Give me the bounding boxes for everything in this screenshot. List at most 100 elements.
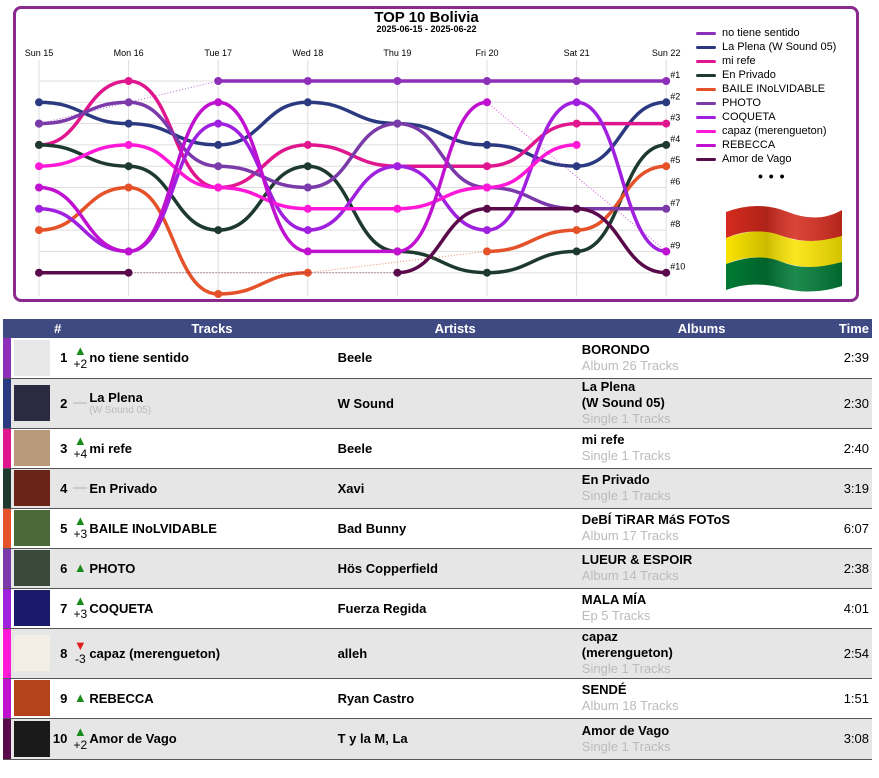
- table-row[interactable]: 5 ▲ +3 BAILE INoLVIDABLE Bad Bunny DeBÍ TiRAR…: [3, 508, 872, 549]
- album-cover[interactable]: [13, 635, 50, 671]
- album-title[interactable]: LUEUR & ESPOIR: [581, 552, 693, 567]
- track-title[interactable]: BAILE INoLVIDABLE: [89, 520, 217, 536]
- series-point: [214, 290, 223, 298]
- album-title[interactable]: En Privado: [581, 472, 650, 487]
- album-cover[interactable]: [13, 680, 50, 716]
- artist-name[interactable]: W Sound: [337, 378, 582, 429]
- series-point: [572, 98, 581, 107]
- artist-name[interactable]: alleh: [337, 628, 582, 679]
- track-title[interactable]: REBECCA: [89, 690, 154, 706]
- track-title[interactable]: En Privado: [89, 480, 158, 496]
- track-title[interactable]: Amor de Vago: [89, 731, 177, 746]
- artist-name[interactable]: Beele: [337, 428, 582, 469]
- album-title[interactable]: BORONDO: [581, 341, 650, 357]
- rank-delta: -3: [75, 652, 86, 666]
- legend-item[interactable]: PHOTO: [696, 96, 836, 110]
- album-cover[interactable]: [13, 720, 50, 757]
- chart-legend: no tiene sentido La Plena (W Sound 05) mi …: [696, 26, 836, 184]
- series-point: [214, 226, 223, 235]
- rank-change: ▼ -3: [71, 628, 90, 679]
- series-point: [35, 140, 43, 149]
- series-point: [214, 140, 223, 149]
- legend-label: La Plena (W Sound 05): [722, 41, 837, 53]
- artist-name[interactable]: Beele: [337, 338, 582, 379]
- table-row[interactable]: 10 ▲ +2 Amor de Vago T y la M, La Amor de Vag…: [3, 718, 872, 760]
- album-cover[interactable]: [13, 550, 50, 586]
- legend-item[interactable]: BAILE INoLVIDABLE: [696, 82, 836, 96]
- header-albums[interactable]: Albums: [677, 321, 726, 336]
- table-row[interactable]: 7 ▲ +3 COQUETA Fuerza Regida MALA MÍA Ep 5 Tra…: [3, 588, 872, 629]
- rank-tick-label: #6: [670, 177, 680, 187]
- legend-item[interactable]: La Plena (W Sound 05): [696, 40, 836, 54]
- album-cover[interactable]: [13, 339, 50, 376]
- x-tick-label: Sat 21: [564, 48, 590, 58]
- artist-name[interactable]: Bad Bunny: [337, 508, 582, 549]
- table-row[interactable]: 4 En Privado Xavi En Privado Single 1 Tracks…: [3, 468, 872, 509]
- legend-item[interactable]: COQUETA: [696, 110, 836, 124]
- header-time[interactable]: Time: [838, 321, 869, 336]
- legend-item[interactable]: mi refe: [696, 54, 836, 68]
- album-title[interactable]: DeBÍ TiRAR MáS FOToS: [581, 512, 731, 527]
- rank-change: ▲ +3: [71, 508, 90, 549]
- track-title[interactable]: La Plena: [89, 390, 143, 405]
- legend-item[interactable]: no tiene sentido: [696, 26, 836, 40]
- series-point: [483, 268, 491, 277]
- series-point: [483, 77, 491, 85]
- header-artists[interactable]: Artists: [434, 321, 476, 336]
- album-meta: Album 14 Tracks: [581, 568, 679, 583]
- table-row[interactable]: 9 ▲ REBECCA Ryan Castro SENDÉ Album 18 Tracks…: [3, 678, 872, 719]
- album-title[interactable]: capaz (merengueton): [581, 629, 673, 660]
- album-cover[interactable]: [13, 385, 50, 421]
- track-title[interactable]: COQUETA: [89, 600, 154, 616]
- series-point: [662, 204, 671, 213]
- row-color-bar: [3, 468, 11, 509]
- artist-name[interactable]: Ryan Castro: [337, 678, 582, 719]
- track-title[interactable]: mi refe: [89, 440, 132, 456]
- rank-tick-label: #3: [670, 113, 680, 123]
- table-row[interactable]: 2 La Plena (W Sound 05) W Sound La Plena (W …: [3, 378, 872, 429]
- track-title[interactable]: PHOTO: [89, 560, 136, 576]
- x-tick-label: Sun 22: [652, 48, 681, 58]
- album-cover[interactable]: [13, 510, 50, 546]
- legend-item[interactable]: REBECCA: [696, 138, 836, 152]
- series-line: [37, 79, 668, 190]
- rank-number: 10: [52, 718, 72, 760]
- legend-item[interactable]: capaz (merengueton): [696, 124, 836, 138]
- legend-label: mi refe: [722, 55, 756, 67]
- album-title[interactable]: La Plena (W Sound 05): [581, 379, 665, 410]
- artist-name[interactable]: Fuerza Regida: [337, 588, 582, 629]
- header-num[interactable]: #: [54, 321, 62, 336]
- rank-delta: +3: [73, 527, 88, 541]
- series-point: [124, 268, 133, 277]
- series-point: [393, 162, 402, 171]
- series-line: [37, 100, 489, 254]
- series-point: [35, 268, 43, 277]
- rank-same-icon: [73, 487, 88, 489]
- header-tracks[interactable]: Tracks: [191, 321, 233, 336]
- artist-name[interactable]: Xavi: [337, 468, 582, 509]
- legend-swatch: [696, 129, 716, 133]
- table-row[interactable]: 3 ▲ +4 mi refe Beele mi refe Single 1 Tracks 2:…: [3, 428, 872, 469]
- album-cover[interactable]: [13, 430, 50, 466]
- artist-name[interactable]: T y la M, La: [337, 718, 582, 760]
- track-title[interactable]: no tiene sentido: [89, 350, 189, 366]
- table-row[interactable]: 6 ▲ PHOTO Hös Copperfield LUEUR & ESPOIR Albu…: [3, 548, 872, 589]
- legend-label: PHOTO: [722, 97, 761, 109]
- rank-number: 6: [52, 548, 72, 589]
- series-point: [303, 98, 312, 107]
- legend-item[interactable]: Amor de Vago: [696, 152, 836, 166]
- artist-name[interactable]: Hös Copperfield: [337, 548, 582, 589]
- table-row[interactable]: 8 ▼ -3 capaz (merengueton) alleh capaz (meren…: [3, 628, 872, 679]
- row-color-bar: [3, 378, 11, 429]
- track-title[interactable]: capaz (merengueton): [89, 645, 221, 661]
- album-title[interactable]: MALA MÍA: [581, 592, 647, 607]
- table-row[interactable]: 1 ▲ +2 no tiene sentido Beele BORONDO Album 26…: [3, 338, 872, 379]
- album-title[interactable]: mi refe: [581, 432, 625, 447]
- series-point: [303, 77, 312, 85]
- rank-tick-label: #8: [670, 219, 680, 229]
- album-cover[interactable]: [13, 590, 50, 626]
- legend-item[interactable]: En Privado: [696, 68, 836, 82]
- album-title[interactable]: Amor de Vago: [581, 722, 670, 738]
- album-cover[interactable]: [13, 470, 50, 506]
- album-title[interactable]: SENDÉ: [581, 682, 627, 697]
